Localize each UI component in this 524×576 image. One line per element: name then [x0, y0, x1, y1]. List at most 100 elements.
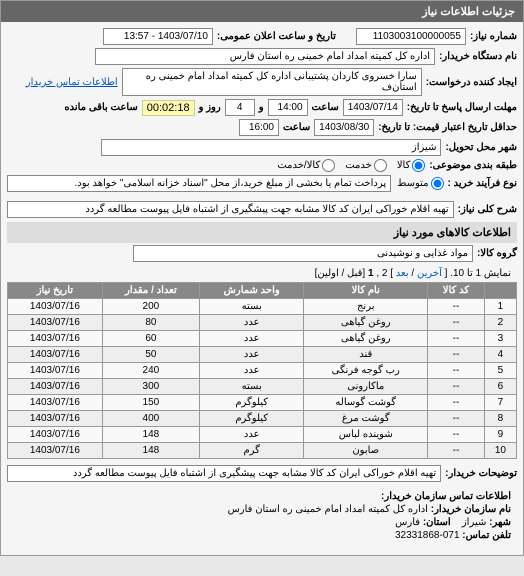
goods-table: کد کالانام کالاواحد شمارشتعداد / مقدارتا…: [7, 282, 517, 459]
table-cell: شوینده لباس: [304, 427, 428, 443]
table-cell: 1403/07/16: [8, 347, 103, 363]
table-cell: 148: [102, 427, 199, 443]
table-cell: 6: [484, 379, 516, 395]
group-label: گروه کالا:: [477, 248, 517, 259]
days-remain: 4: [225, 99, 255, 116]
table-cell: گوشت گوساله: [304, 395, 428, 411]
buyer-notes-label: توضیحات خریدار:: [445, 468, 517, 479]
org-label: نام دستگاه خریدار:: [439, 51, 517, 62]
table-cell: 8: [484, 411, 516, 427]
delivery-city-value: شیراز: [101, 139, 441, 156]
table-cell: --: [428, 299, 485, 315]
table-row[interactable]: 7--گوشت گوسالهکیلوگرم1501403/07/16: [8, 395, 517, 411]
creator-value: سارا خسروی کاردان پشتیبانی اداره کل کمیت…: [122, 68, 422, 96]
creator-label: ایجاد کننده درخواست:: [426, 77, 517, 88]
table-cell: 400: [102, 411, 199, 427]
resp-hour: 14:00: [268, 99, 308, 116]
price-date: 1403/08/30: [314, 119, 374, 136]
table-row[interactable]: 1--برنجبسته2001403/07/16: [8, 299, 517, 315]
radio-both-input[interactable]: [322, 159, 335, 172]
table-row[interactable]: 3--روغن گیاهیعدد601403/07/16: [8, 331, 517, 347]
radio-medium-label: متوسط: [397, 178, 428, 189]
table-cell: 1403/07/16: [8, 411, 103, 427]
footer-section-title: اطلاعات تماس سازمان خریدار:: [381, 491, 511, 502]
radio-service-input[interactable]: [374, 159, 387, 172]
table-cell: --: [428, 411, 485, 427]
table-cell: 1403/07/16: [8, 427, 103, 443]
radio-goods-input[interactable]: [412, 159, 425, 172]
table-header: نام کالا: [304, 283, 428, 299]
table-cell: کیلوگرم: [200, 395, 304, 411]
table-cell: 2: [484, 315, 516, 331]
need-no-value: 1103003100000055: [356, 28, 466, 45]
row-buyer-notes: توضیحات خریدار: تهیه اقلام خوراکی ایران …: [7, 465, 517, 482]
table-cell: --: [428, 395, 485, 411]
row-need-desc: شرح کلی نیاز: تهیه اقلام خوراکی ایران کد…: [7, 201, 517, 218]
table-cell: 50: [102, 347, 199, 363]
process-note: پرداخت تمام یا بخشی از مبلغ خرید،از محل …: [7, 175, 391, 192]
radio-service[interactable]: خدمت: [345, 159, 387, 172]
table-row[interactable]: 8--گوشت مرغکیلوگرم4001403/07/16: [8, 411, 517, 427]
table-cell: 1403/07/16: [8, 315, 103, 331]
footer-phone: 071-32331868: [395, 530, 460, 541]
radio-medium[interactable]: متوسط: [397, 177, 443, 190]
main-panel: جزئیات اطلاعات نیاز شماره نیاز: 11030031…: [0, 0, 524, 556]
table-header: تعداد / مقدار: [102, 283, 199, 299]
table-cell: 200: [102, 299, 199, 315]
pag-mid: ] 2 ,: [376, 268, 393, 279]
table-cell: --: [428, 427, 485, 443]
buyer-notes-value: تهیه اقلام خوراکی ایران کد کالا مشابه جه…: [7, 465, 441, 482]
table-row[interactable]: 6--ماکارونیبسته3001403/07/16: [8, 379, 517, 395]
table-row[interactable]: 10--صابونگرم1481403/07/16: [8, 443, 517, 459]
footer-org-label: نام سازمان خریدار:: [431, 504, 511, 515]
table-cell: عدد: [200, 363, 304, 379]
table-cell: 1: [484, 299, 516, 315]
table-cell: عدد: [200, 347, 304, 363]
resp-date: 1403/07/14: [343, 99, 403, 116]
footer-org: اداره کل کمیته امداد امام خمینی ره استان…: [228, 504, 428, 515]
table-cell: --: [428, 331, 485, 347]
panel-title: جزئیات اطلاعات نیاز: [1, 1, 523, 22]
table-row[interactable]: 9--شوینده لباسعدد1481403/07/16: [8, 427, 517, 443]
announce-label: تاریخ و ساعت اعلان عمومی:: [217, 31, 336, 42]
radio-both[interactable]: کالا/خدمت: [277, 159, 335, 172]
panel-body: شماره نیاز: 1103003100000055 تاریخ و ساع…: [1, 22, 523, 555]
row-resp-deadline: مهلت ارسال پاسخ تا تاریخ: 1403/07/14 ساع…: [7, 99, 517, 116]
table-cell: برنج: [304, 299, 428, 315]
pag-next[interactable]: بعد: [396, 268, 409, 279]
row-need-no: شماره نیاز: 1103003100000055 تاریخ و ساع…: [7, 28, 517, 45]
table-cell: 80: [102, 315, 199, 331]
and-label: و: [259, 102, 264, 113]
table-cell: 1403/07/16: [8, 299, 103, 315]
table-header: واحد شمارش: [200, 283, 304, 299]
group-value: مواد غذایی و نوشیدنی: [133, 245, 473, 262]
pagination: نمایش 1 تا 10. [ آخرین / بعد ] 2 , 1 [قب…: [7, 265, 517, 282]
day-label: روز و: [199, 102, 221, 113]
table-cell: 5: [484, 363, 516, 379]
pag-last[interactable]: آخرین: [417, 268, 442, 279]
contact-link[interactable]: اطلاعات تماس خریدار: [26, 77, 118, 88]
table-cell: گرم: [200, 443, 304, 459]
table-cell: 3: [484, 331, 516, 347]
table-cell: --: [428, 443, 485, 459]
radio-medium-input[interactable]: [431, 177, 444, 190]
table-cell: 240: [102, 363, 199, 379]
resp-deadline-label: مهلت ارسال پاسخ تا تاریخ:: [407, 102, 517, 113]
table-cell: 1403/07/16: [8, 363, 103, 379]
table-cell: 1403/07/16: [8, 379, 103, 395]
table-cell: کیلوگرم: [200, 411, 304, 427]
radio-goods[interactable]: کالا: [397, 159, 426, 172]
radio-goods-label: کالا: [397, 160, 411, 171]
table-row[interactable]: 4--قندعدد501403/07/16: [8, 347, 517, 363]
table-cell: گوشت مرغ: [304, 411, 428, 427]
table-row[interactable]: 5--رب گوجه فرنگیعدد2401403/07/16: [8, 363, 517, 379]
table-row[interactable]: 2--روغن گیاهیعدد801403/07/16: [8, 315, 517, 331]
table-cell: --: [428, 347, 485, 363]
table-cell: 150: [102, 395, 199, 411]
org-value: اداره کل کمیته امداد امام خمینی ره استان…: [95, 48, 435, 65]
table-cell: --: [428, 379, 485, 395]
table-cell: 4: [484, 347, 516, 363]
footer-city-label: شهر:: [489, 517, 511, 528]
table-cell: 9: [484, 427, 516, 443]
table-cell: 1403/07/16: [8, 331, 103, 347]
